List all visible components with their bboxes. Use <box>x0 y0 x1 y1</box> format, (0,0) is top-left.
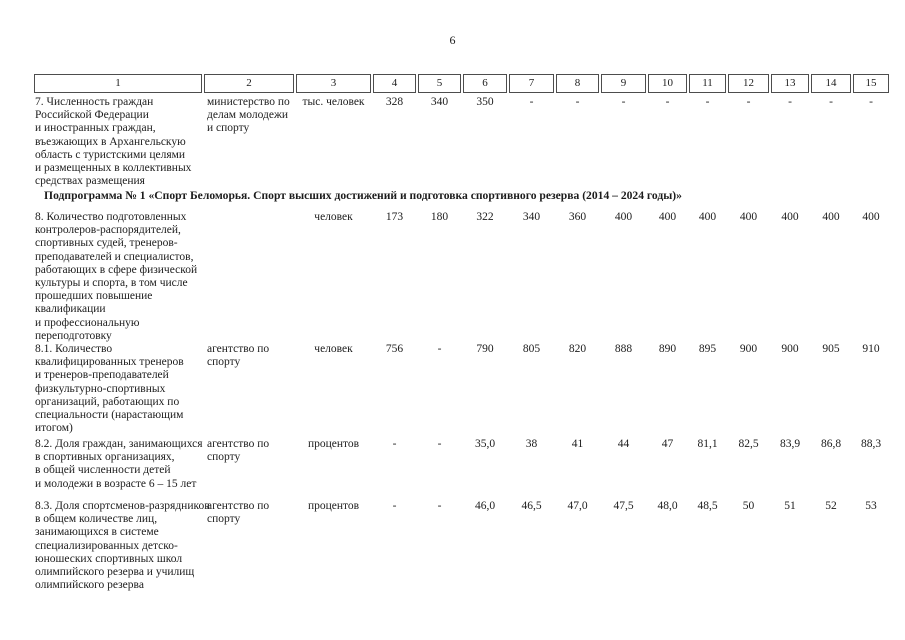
row-value: 400 <box>698 211 717 223</box>
row-value: 890 <box>658 343 677 355</box>
row-value: 51 <box>784 500 796 512</box>
header-col-11: 11 <box>689 74 726 93</box>
row-value: 48,0 <box>657 500 678 512</box>
header-col-5: 5 <box>418 74 461 93</box>
row-value: 328 <box>385 96 404 108</box>
row-unit: процентов <box>307 500 360 512</box>
row-value: 756 <box>385 343 404 355</box>
table-column-header-row: 1 2 3 4 5 6 7 8 9 10 11 12 13 14 15 <box>33 74 890 93</box>
row-value: 820 <box>568 343 587 355</box>
row-value: 173 <box>385 211 404 223</box>
row-value: 805 <box>522 343 541 355</box>
header-col-2: 2 <box>204 74 294 93</box>
row-value: 900 <box>739 343 758 355</box>
row-value: 47,0 <box>567 500 588 512</box>
row-unit: человек <box>314 343 353 355</box>
row-unit: человек <box>314 211 353 223</box>
header-col-15: 15 <box>853 74 889 93</box>
row-value: 322 <box>476 211 494 223</box>
row-value: 400 <box>822 211 840 223</box>
row-value: 400 <box>862 211 880 223</box>
row-value: 82,5 <box>738 438 759 450</box>
header-col-7: 7 <box>509 74 554 93</box>
row-value: - <box>437 500 442 512</box>
row-value: - <box>705 96 710 108</box>
row-value: 50 <box>742 500 755 512</box>
row-value: 48,5 <box>697 500 718 512</box>
row-value: 400 <box>614 211 633 223</box>
header-col-3: 3 <box>296 74 371 93</box>
row-value: - <box>869 96 873 108</box>
row-value: 41 <box>571 438 584 450</box>
table-row-indicator-8-2: 8.2. Доля граждан, занимающихся в спорти… <box>33 438 890 491</box>
row-unit: тыс. человек <box>302 96 365 108</box>
header-col-1: 1 <box>34 74 202 93</box>
header-col-6: 6 <box>463 74 507 93</box>
row-value: - <box>575 96 580 108</box>
row-label: 8. Количество подготовленных контролеров… <box>35 211 198 342</box>
row-agency: министерство по делам молодежи и спорту <box>207 96 290 135</box>
header-col-14: 14 <box>811 74 851 93</box>
row-unit: процентов <box>307 438 360 450</box>
header-col-9: 9 <box>601 74 646 93</box>
row-label: 8.2. Доля граждан, занимающихся в спорти… <box>35 438 203 490</box>
row-value: - <box>529 96 534 108</box>
row-value: 83,9 <box>779 438 801 450</box>
header-col-12: 12 <box>728 74 769 93</box>
table-row-indicator-8-1: 8.1. Количество квалифицированных тренер… <box>33 343 890 435</box>
row-value: - <box>746 96 751 108</box>
row-value: 340 <box>430 96 449 108</box>
row-value: 47 <box>661 438 674 450</box>
header-col-4: 4 <box>373 74 416 93</box>
row-value: 340 <box>522 211 541 223</box>
row-value: 910 <box>862 343 880 355</box>
header-col-13: 13 <box>771 74 809 93</box>
row-value: 900 <box>781 343 799 355</box>
row-value: - <box>437 438 442 450</box>
row-value: - <box>392 438 397 450</box>
row-value: 86,8 <box>820 438 842 450</box>
header-col-10: 10 <box>648 74 687 93</box>
row-value: 790 <box>476 343 494 355</box>
row-value: 888 <box>614 343 633 355</box>
row-agency: агентство по спорту <box>207 500 270 526</box>
row-label: 8.3. Доля спортсменов-разрядников в обще… <box>35 500 210 592</box>
row-value: 44 <box>617 438 630 450</box>
row-value: - <box>621 96 626 108</box>
table-row-indicator-8-3: 8.3. Доля спортсменов-разрядников в обще… <box>33 500 890 592</box>
row-value: - <box>829 96 833 108</box>
table-row-indicator-8: 8. Количество подготовленных контролеров… <box>33 211 890 343</box>
row-agency: агентство по спорту <box>207 343 270 369</box>
row-value: 360 <box>568 211 587 223</box>
row-value: - <box>665 96 670 108</box>
row-value: 350 <box>476 96 494 108</box>
row-value: - <box>788 96 792 108</box>
row-value: 180 <box>430 211 449 223</box>
row-label: 8.1. Количество квалифицированных тренер… <box>35 343 184 435</box>
row-value: 46,5 <box>521 500 542 512</box>
row-value: 88,3 <box>860 438 882 450</box>
row-value: 400 <box>781 211 799 223</box>
row-value: 400 <box>658 211 677 223</box>
row-value: 46,0 <box>474 500 496 512</box>
row-label: 7. Численность граждан Российской Федера… <box>35 96 192 188</box>
row-value: - <box>392 500 397 512</box>
row-value: - <box>437 343 442 355</box>
page-number: 6 <box>449 33 456 47</box>
row-value: 52 <box>825 500 837 512</box>
row-agency: агентство по спорту <box>207 438 270 464</box>
row-value: 81,1 <box>697 438 718 450</box>
row-value: 400 <box>739 211 758 223</box>
subprogram-1-title: Подпрограмма № 1 «Спорт Беломорья. Спорт… <box>44 189 682 202</box>
header-col-8: 8 <box>556 74 599 93</box>
row-value: 35,0 <box>474 438 496 450</box>
table-row-indicator-7: 7. Численность граждан Российской Федера… <box>33 96 890 188</box>
row-value: 905 <box>822 343 840 355</box>
row-value: 38 <box>525 438 538 450</box>
row-value: 47,5 <box>613 500 634 512</box>
row-value: 53 <box>865 500 877 512</box>
row-value: 895 <box>698 343 717 355</box>
